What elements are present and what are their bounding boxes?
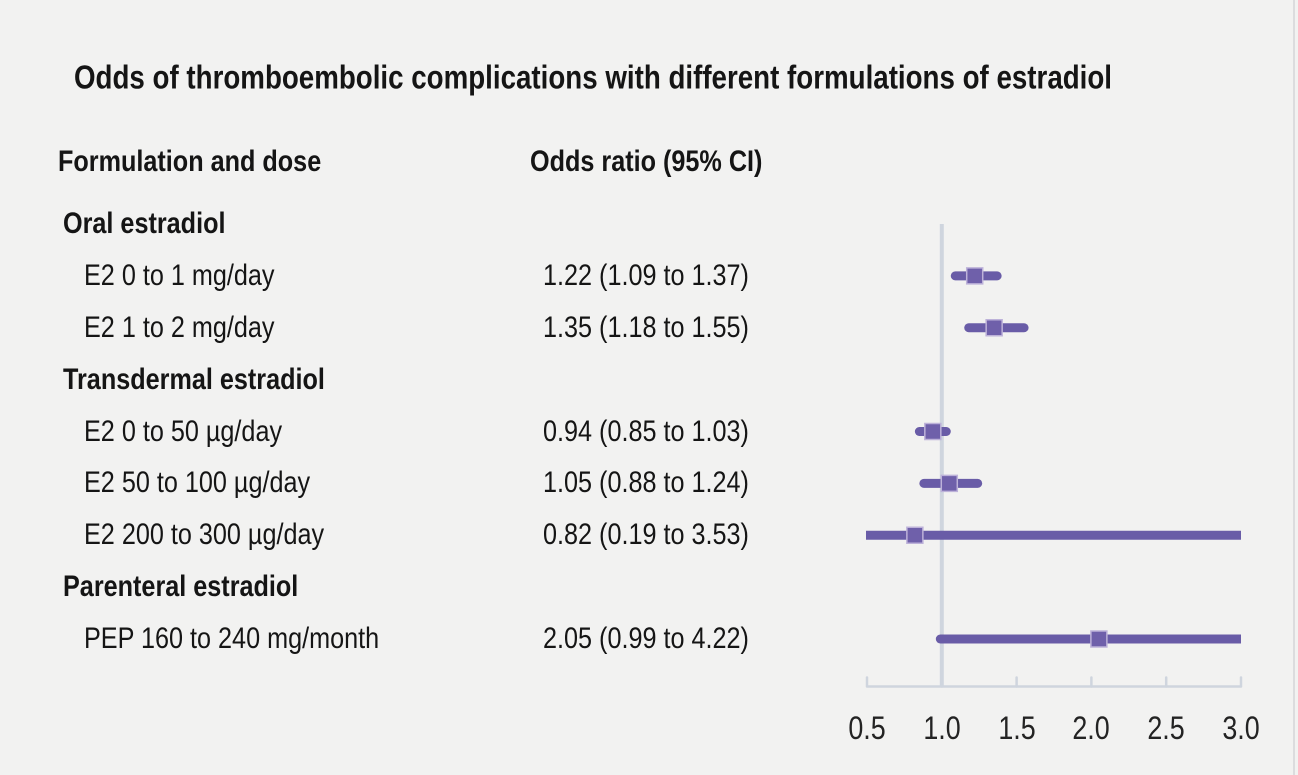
group-label: Oral estradiol (63, 207, 226, 240)
row-odds-ratio-value: 0.82 (0.19 to 3.53) (543, 518, 749, 552)
row-odds-ratio-value: 1.22 (1.09 to 1.37) (543, 258, 749, 292)
or-marker (924, 422, 942, 441)
group-label: Transdermal estradiol (63, 362, 325, 396)
x-tick-label: 3.0 (1222, 710, 1260, 746)
column-header-odds-ratio: Odds ratio (95% CI) (530, 145, 763, 178)
row-label: E2 1 to 2 mg/day (84, 310, 275, 344)
group-label: Parenteral estradiol (63, 570, 299, 604)
x-tick-label: 1.5 (997, 710, 1036, 746)
row-odds-ratio-value: 2.05 (0.99 to 4.22) (543, 622, 749, 655)
window-edge-line (1293, 0, 1295, 775)
row-label: PEP 160 to 240 mg/month (84, 622, 380, 655)
x-tick-label: 2.5 (1147, 710, 1185, 746)
x-tick-label: 2.0 (1072, 710, 1111, 746)
row-label: E2 0 to 1 mg/day (84, 258, 275, 292)
or-marker (1090, 630, 1108, 648)
row-label: E2 50 to 100 µg/day (84, 466, 311, 500)
or-marker (906, 526, 924, 544)
or-marker (985, 319, 1003, 337)
x-tick-label: 1.0 (923, 710, 961, 746)
x-tick-label: 0.5 (848, 710, 886, 746)
row-label: E2 0 to 50 µg/day (84, 414, 283, 448)
row-odds-ratio-value: 1.05 (0.88 to 1.24) (543, 466, 749, 500)
figure-title: Odds of thromboembolic complications wit… (74, 58, 1113, 96)
row-label: E2 200 to 300 µg/day (84, 518, 325, 552)
row-odds-ratio-value: 1.35 (1.18 to 1.55) (543, 310, 749, 344)
or-marker (965, 267, 984, 285)
x-axis (865, 676, 1243, 688)
or-marker (940, 474, 959, 493)
column-header-formulation: Formulation and dose (58, 145, 322, 178)
row-odds-ratio-value: 0.94 (0.85 to 1.03) (543, 414, 749, 448)
